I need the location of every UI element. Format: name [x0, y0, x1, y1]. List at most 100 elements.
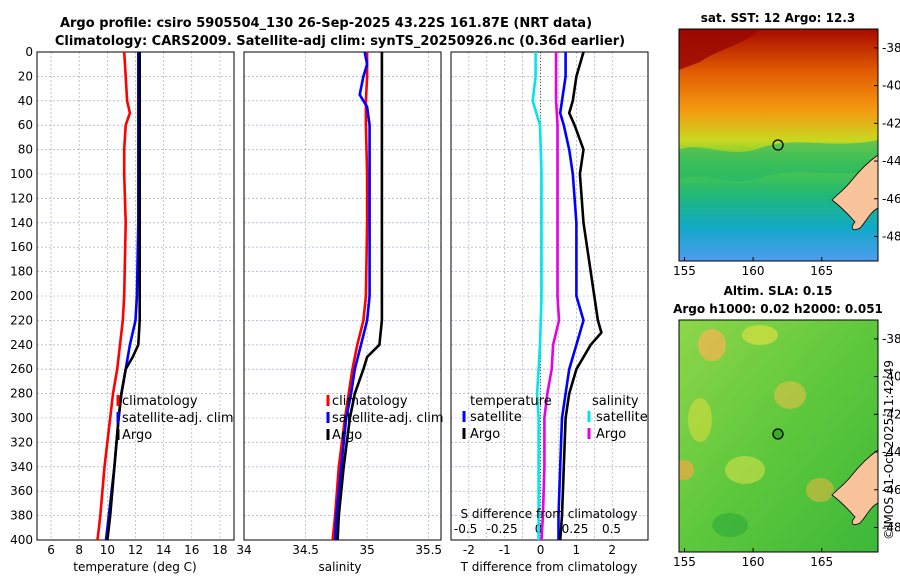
- sst-lat-label: -48: [882, 229, 900, 243]
- depth-tick-label: 0: [25, 45, 33, 59]
- salinity-tick-label: 35: [359, 543, 374, 557]
- legend-label: satellite-adj. clim: [332, 411, 444, 426]
- sla-lon-label: 160: [742, 555, 765, 569]
- sla-lat-label: -44: [882, 445, 900, 459]
- sla-map-title1: Altim. SLA: 0.15: [724, 284, 833, 298]
- sst-map-ticks: -38 -40 -42 -44 -46 -48 155 160 165: [673, 41, 900, 278]
- series-line-salinity-satellite: [531, 52, 543, 540]
- temperature-tick-label: 18: [212, 543, 227, 557]
- diff-t-tick-label: -1: [499, 543, 511, 557]
- sst-cool-front: [679, 140, 878, 182]
- temperature-tick-label: 14: [156, 543, 171, 557]
- sla-map-title2: Argo h1000: 0.02 h2000: 0.051: [673, 302, 883, 316]
- salinity-tick-label: 35.5: [415, 543, 442, 557]
- temperature-tick-label: 10: [100, 543, 115, 557]
- diff-t-tick-label: 0: [537, 543, 545, 557]
- depth-tick-label: 280: [10, 387, 33, 401]
- sst-lat-label: -38: [882, 41, 900, 55]
- diff-s-tick-label: -0.5: [454, 522, 477, 536]
- series-line-argo: [106, 52, 141, 541]
- sst-lat-label: -44: [882, 154, 900, 168]
- depth-tick-label: 120: [10, 191, 33, 205]
- sla-blob: [774, 381, 806, 409]
- difference-axes-frame: [450, 51, 649, 541]
- legend-label: Argo: [470, 427, 500, 442]
- legend-label: satellite-adj. clim: [122, 411, 234, 426]
- depth-tick-label: 40: [18, 94, 33, 108]
- sla-blob: [679, 460, 694, 480]
- legend-s-title: salinity: [592, 394, 639, 409]
- depth-tick-label: 220: [10, 313, 33, 327]
- sla-lat-label: -46: [882, 483, 900, 497]
- series-line-satellite-adj-clim: [333, 51, 371, 541]
- depth-tick-label: 320: [10, 435, 33, 449]
- sla-lat-label: -40: [882, 370, 900, 384]
- temperature-tick-label: 8: [75, 543, 83, 557]
- sst-lon-label: 160: [742, 264, 765, 278]
- legend-label: climatology: [332, 394, 408, 409]
- sst-lat-label: -42: [882, 116, 900, 130]
- temperature-xlabel: temperature (deg C): [73, 560, 196, 574]
- depth-tick-label: 60: [18, 118, 33, 132]
- sla-blob: [806, 478, 834, 502]
- depth-tick-label: 80: [18, 143, 33, 157]
- series-line-climatology: [331, 52, 369, 541]
- imos-watermark: ©IMOS 01-Oct-2025 11:42:49: [882, 360, 896, 540]
- diff-s-tick-label: 0.25: [562, 522, 589, 536]
- sst-map: [679, 29, 878, 261]
- temperature-panel: 0 20 40 60 80 100 120 140 160 180 200 220 240 260 280 3…: [10, 45, 235, 557]
- diff-t-tick-label: 1: [573, 543, 581, 557]
- figure-title-line2: Climatology: CARS2009. Satellite-adj cli…: [55, 34, 625, 49]
- sla-map-ticks: -38 -40 -42 -44 -46 -48 155 160 165: [673, 332, 900, 569]
- sla-blob: [688, 398, 712, 442]
- depth-tick-label: 160: [10, 240, 33, 254]
- sla-blob: [698, 329, 726, 361]
- legend-label: satellite: [596, 410, 648, 425]
- series-line-temperature-satellite: [557, 52, 585, 540]
- sla-lon-label: 165: [810, 555, 833, 569]
- depth-tick-label: 400: [10, 533, 33, 547]
- salinity-xlabel: salinity: [318, 560, 361, 574]
- series-line-salinity-argo: [540, 52, 561, 541]
- diff-s-tick-label: -0.25: [487, 522, 518, 536]
- sst-lon-label: 165: [810, 264, 833, 278]
- sla-blob: [725, 456, 765, 484]
- salinity-panel: 34 34.5 35 35.5 climatology satellite-adj. cl…: [236, 51, 444, 557]
- sst-land: [831, 154, 878, 230]
- sla-blob: [742, 325, 778, 345]
- depth-tick-label: 240: [10, 338, 33, 352]
- depth-tick-label: 260: [10, 362, 33, 376]
- salinity-tick-label: 34.5: [292, 543, 319, 557]
- sla-argo-marker: [772, 428, 784, 440]
- depth-tick-label: 200: [10, 289, 33, 303]
- sla-map-frame: [678, 319, 879, 553]
- difference-xlabel: T difference from climatology: [460, 560, 638, 574]
- sst-warm-patch: [679, 29, 760, 70]
- depth-tick-label: 180: [10, 265, 33, 279]
- sst-lat-label: -46: [882, 192, 900, 206]
- sst-map-frame: [678, 28, 879, 262]
- sla-blob: [712, 513, 748, 537]
- temperature-axes-frame: [36, 51, 235, 541]
- depth-tick-label: 380: [10, 509, 33, 523]
- legend-label: Argo: [332, 428, 362, 443]
- salinity-axes-frame: [243, 51, 442, 541]
- depth-tick-label: 140: [10, 216, 33, 230]
- depth-tick-label: 360: [10, 484, 33, 498]
- temperature-tick-label: 16: [184, 543, 199, 557]
- depth-tick-label: 20: [18, 69, 33, 83]
- figure-title-line1: Argo profile: csiro 5905504_130 26-Sep-2…: [60, 16, 592, 31]
- series-line-climatology: [96, 51, 132, 541]
- temperature-tick-label: 6: [47, 543, 55, 557]
- sla-land: [831, 449, 878, 525]
- sla-lat-label: -48: [882, 520, 900, 534]
- depth-tick-label: 100: [10, 167, 33, 181]
- series-line-argo: [336, 52, 384, 541]
- legend-label: Argo: [596, 427, 626, 442]
- temperature-tick-label: 12: [128, 543, 143, 557]
- sst-lat-label: -40: [882, 79, 900, 93]
- legend-label: Argo: [122, 428, 152, 443]
- legend-label: climatology: [122, 394, 198, 409]
